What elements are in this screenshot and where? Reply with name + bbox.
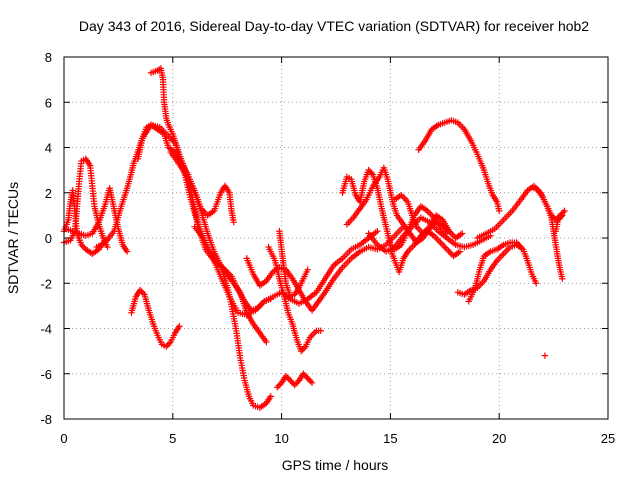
data-point — [559, 209, 567, 216]
x-tick-label: 15 — [383, 431, 397, 446]
series-pass-j — [243, 223, 407, 314]
data-point — [138, 288, 145, 295]
data-marks — [60, 65, 568, 411]
series-pass-u — [465, 239, 525, 305]
data-point — [267, 393, 274, 400]
data-point — [285, 375, 293, 383]
data-point — [139, 289, 147, 297]
series-pass-r — [391, 191, 453, 237]
data-point — [541, 352, 549, 359]
data-point — [276, 381, 284, 388]
series-pass-d — [93, 121, 237, 251]
y-tick-label: 4 — [45, 141, 52, 156]
data-point — [294, 378, 301, 386]
y-tick-label: -8 — [40, 412, 52, 427]
data-point — [299, 346, 306, 353]
data-point — [366, 168, 374, 175]
data-point — [459, 230, 466, 237]
data-point — [292, 380, 300, 387]
data-point — [532, 280, 540, 287]
axes: 0 5 10 15 20 25 -8 -6 -4 -2 0 2 4 6 8 — [40, 50, 615, 446]
series-pass-h — [167, 148, 270, 346]
y-tick-label: 6 — [45, 95, 52, 110]
data-point — [287, 377, 294, 384]
data-point — [307, 378, 314, 385]
series-pass-l — [276, 228, 311, 301]
x-tick-label: 20 — [492, 431, 506, 446]
grid — [64, 57, 608, 419]
data-point — [496, 207, 503, 215]
data-point — [517, 243, 525, 251]
y-tick-label: -4 — [40, 322, 52, 337]
data-point — [368, 169, 375, 177]
x-tick-label: 25 — [601, 431, 615, 446]
data-point — [516, 242, 523, 249]
data-point — [308, 379, 316, 386]
y-tick-label: 2 — [45, 186, 52, 201]
data-point — [288, 378, 295, 386]
data-point — [79, 243, 87, 250]
chart-title: Day 343 of 2016, Sidereal Day-to-day VTE… — [79, 18, 589, 34]
data-point — [300, 370, 307, 377]
data-point — [365, 166, 372, 174]
series-pass-v — [474, 182, 566, 282]
series-isolated — [541, 352, 549, 359]
data-point — [317, 327, 324, 334]
data-point — [305, 376, 313, 383]
data-point — [300, 344, 308, 352]
data-point — [136, 286, 144, 294]
data-point — [78, 241, 85, 248]
data-point — [291, 381, 298, 389]
series-pass-q — [387, 228, 464, 276]
data-point — [274, 384, 281, 391]
data-point — [456, 248, 464, 255]
data-point — [558, 213, 565, 220]
data-point — [164, 341, 171, 349]
x-tick-label: 5 — [169, 431, 176, 446]
y-tick-label: -6 — [40, 367, 52, 382]
data-point — [263, 338, 270, 346]
data-point — [301, 372, 309, 379]
data-point — [304, 375, 311, 382]
data-point — [284, 374, 291, 381]
series-pass-x — [552, 212, 566, 235]
data-point — [374, 228, 381, 235]
data-point — [445, 228, 453, 235]
x-tick-label: 10 — [274, 431, 288, 446]
data-point — [561, 207, 568, 215]
series-pass-g — [128, 286, 183, 350]
series-pass-m — [274, 370, 316, 391]
data-point — [304, 266, 311, 273]
data-point — [104, 243, 111, 251]
data-point — [559, 212, 566, 219]
series-pass-p — [365, 214, 494, 255]
series-pass-s — [415, 117, 503, 215]
x-tick-label: 0 — [60, 431, 67, 446]
data-point — [176, 323, 183, 330]
data-point — [230, 218, 237, 226]
y-axis-label: SDTVAR / TECUs — [5, 182, 21, 294]
data-point — [303, 373, 310, 380]
y-tick-label: -2 — [40, 276, 52, 291]
data-point — [165, 340, 173, 347]
data-point — [275, 382, 282, 390]
data-point — [549, 213, 557, 221]
data-point — [513, 239, 520, 246]
data-point — [163, 343, 170, 350]
y-tick-label: 0 — [45, 231, 52, 246]
y-tick-label: 8 — [45, 50, 52, 65]
data-point — [559, 275, 566, 282]
data-point — [548, 212, 555, 219]
data-point — [514, 240, 522, 248]
x-axis-label: GPS time / hours — [282, 457, 389, 473]
data-point — [297, 347, 305, 355]
data-point — [282, 372, 290, 380]
data-point — [123, 248, 131, 255]
series-pass-k — [265, 243, 324, 355]
